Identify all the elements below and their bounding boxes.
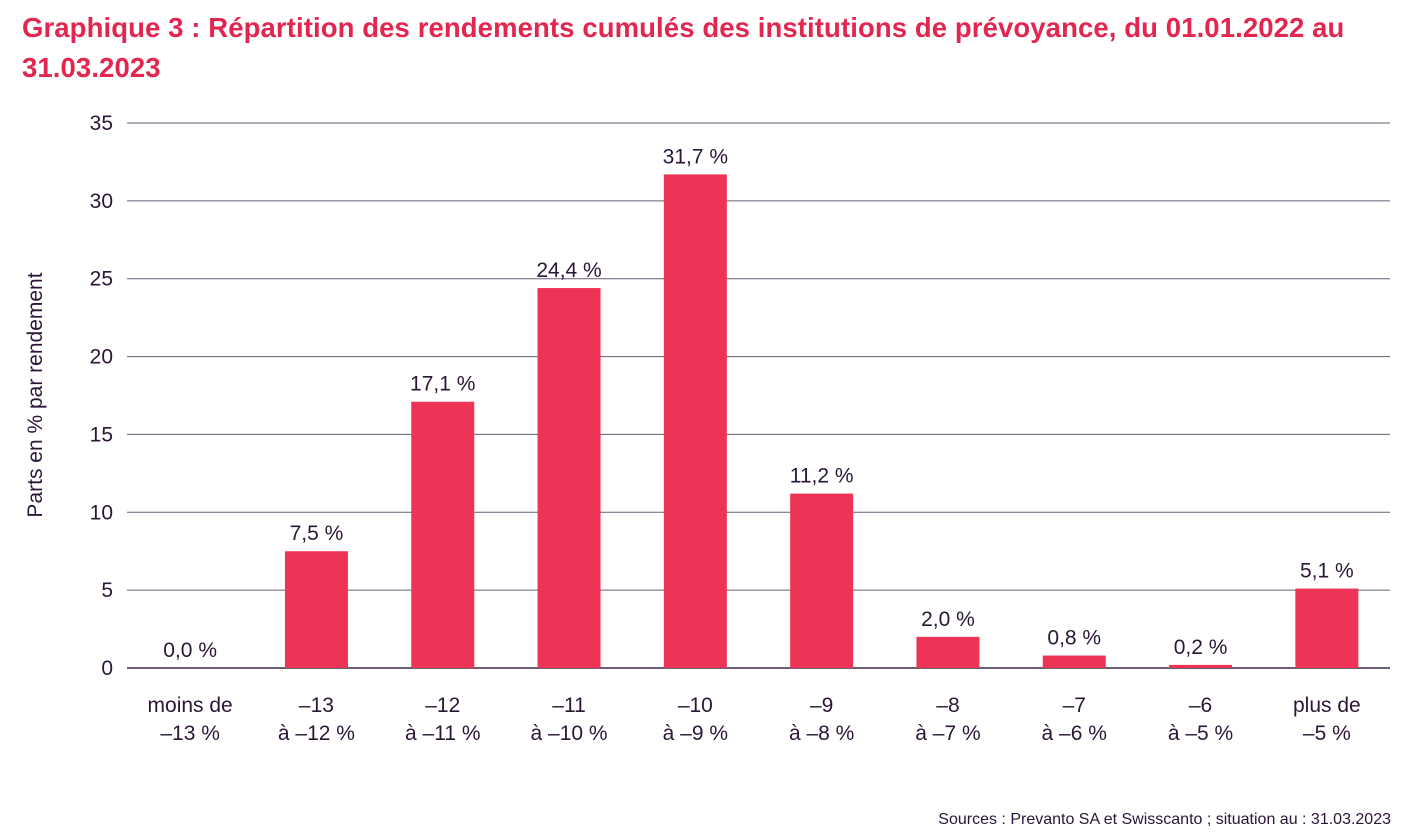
x-category-label: –7: [1063, 694, 1086, 717]
x-category-label: moins de: [148, 694, 233, 717]
bar: [1295, 588, 1359, 668]
y-tick-label: 5: [101, 579, 113, 602]
x-category-label: à –5 %: [1168, 722, 1233, 745]
x-category-label: à –7 %: [915, 722, 980, 745]
chart-title: Graphique 3 : Répartition des rendements…: [22, 12, 1345, 83]
source-note: Sources : Prevanto SA et Swisscanto ; si…: [938, 811, 1391, 828]
x-category-label: –13: [299, 694, 334, 717]
x-category-label: –12: [425, 694, 460, 717]
data-label: 2,0 %: [921, 608, 975, 631]
bar: [1169, 664, 1233, 668]
x-category-label: à –11 %: [405, 722, 481, 745]
x-category-label: –6: [1189, 694, 1212, 717]
x-category-label: plus de: [1293, 694, 1361, 717]
bar: [411, 401, 475, 668]
data-label: 24,4 %: [536, 259, 601, 282]
x-category-label: à –12 %: [278, 722, 355, 745]
data-label: 0,2 %: [1174, 636, 1228, 659]
x-category-label: –13 %: [160, 722, 220, 745]
x-category-label: –5 %: [1303, 722, 1351, 745]
y-tick-label: 25: [90, 268, 113, 291]
x-category-label: à –9 %: [663, 722, 728, 745]
data-label: 7,5 %: [290, 522, 344, 545]
bar: [663, 174, 727, 668]
bar: [916, 636, 980, 668]
data-labels: 0,0 % 7,5 % 17,1 % 24,4 % 31,7 % 11,2 % 2,0 % 0…: [163, 145, 1353, 662]
x-category-label: –10: [678, 694, 713, 717]
bar: [1042, 655, 1106, 668]
y-axis-ticks: 0 5 10 15 20 25 30 35: [90, 112, 113, 680]
y-tick-label: 30: [90, 190, 113, 213]
x-category-label: –8: [936, 694, 959, 717]
bars: [284, 174, 1359, 668]
bar: [790, 493, 854, 668]
data-label: 5,1 %: [1300, 560, 1354, 583]
data-label: 17,1 %: [410, 373, 475, 396]
y-tick-label: 20: [90, 346, 113, 369]
bar: [537, 288, 601, 668]
data-label: 31,7 %: [663, 145, 728, 168]
data-label: 0,8 %: [1047, 627, 1101, 650]
y-axis-title: Parts en % par rendement: [24, 272, 47, 517]
y-tick-label: 10: [90, 501, 113, 524]
x-category-label: –11: [552, 694, 585, 717]
x-category-label: à –10 %: [531, 722, 608, 745]
data-label: 11,2 %: [790, 465, 854, 488]
x-axis-categories: moins de –13 % –13 à –12 % –12 à –11 % –11 à –1…: [148, 694, 1361, 745]
x-category-label: –9: [810, 694, 833, 717]
data-label: 0,0 %: [163, 639, 217, 662]
x-category-label: à –8 %: [789, 722, 854, 745]
y-tick-label: 0: [101, 657, 113, 680]
x-category-label: à –6 %: [1042, 722, 1107, 745]
bar: [284, 551, 348, 668]
y-tick-label: 35: [90, 112, 113, 135]
y-tick-label: 15: [90, 423, 113, 446]
